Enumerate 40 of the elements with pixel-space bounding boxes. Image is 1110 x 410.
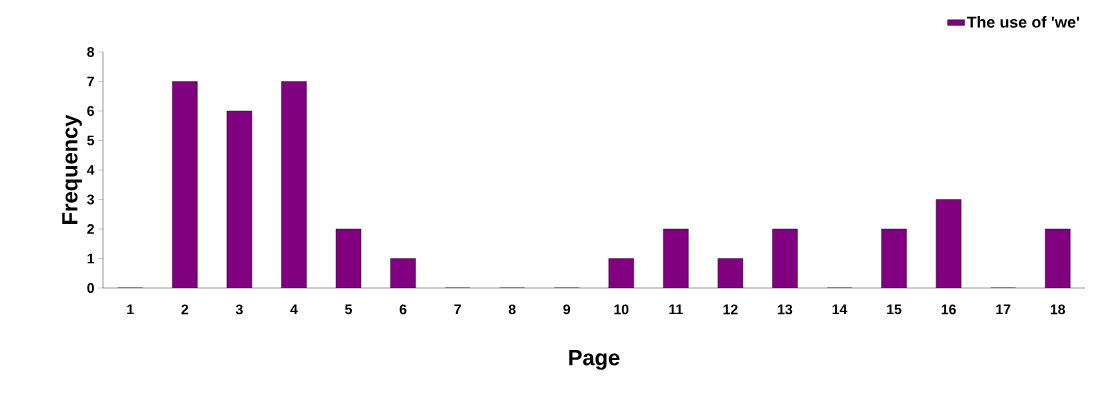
y-tick-label: 2: [87, 224, 94, 234]
y-tick-label: 4: [86, 165, 95, 175]
y-tick-label: 3: [87, 194, 94, 205]
x-tick-label: 6: [399, 304, 407, 315]
x-tick-label: 3: [235, 304, 243, 315]
x-tick-label: 8: [508, 304, 516, 315]
bar: [608, 258, 634, 288]
x-tick-label: 15: [887, 304, 902, 315]
bar: [663, 229, 689, 288]
bar: [772, 229, 798, 288]
x-tick-label: 12: [723, 304, 738, 315]
bar: [936, 199, 962, 288]
y-tick-label: 1: [87, 253, 95, 264]
x-tick-label: 17: [996, 304, 1011, 315]
x-tick-label: 18: [1050, 304, 1066, 315]
x-tick-label: 16: [941, 304, 956, 315]
legend-label: The use of 'we': [967, 16, 1080, 28]
bar: [1045, 228, 1071, 288]
bar: [226, 111, 252, 288]
x-axis-title: Page: [569, 350, 620, 370]
x-tick-label: 9: [563, 304, 571, 315]
y-axis-title: Frequency: [62, 114, 82, 224]
y-tick-label: 8: [87, 47, 95, 57]
y-tick-label: 0: [87, 283, 94, 293]
x-tick-label: 11: [669, 304, 683, 315]
x-tick-label: 10: [614, 304, 629, 315]
x-tick-label: 7: [454, 304, 461, 315]
x-tick-label: 4: [290, 304, 298, 315]
bar: [172, 81, 198, 288]
y-tick-label: 6: [87, 106, 94, 116]
bar: [281, 81, 307, 288]
x-tick-label: 13: [778, 304, 793, 315]
x-tick-label: 14: [832, 304, 848, 315]
bar: [390, 258, 416, 288]
bar: [881, 229, 907, 288]
x-tick-label: 1: [127, 304, 134, 315]
y-tick-label: 5: [87, 135, 95, 146]
x-tick-label: 5: [345, 304, 352, 315]
y-tick-label: 7: [87, 76, 94, 87]
x-tick-label: 2: [181, 304, 189, 315]
